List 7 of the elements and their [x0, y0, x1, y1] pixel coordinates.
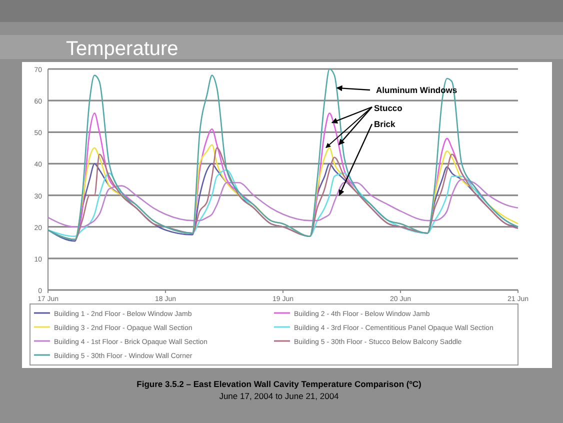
line-series	[47, 68, 519, 240]
annotation: Brick	[374, 119, 396, 129]
line-series	[47, 178, 519, 228]
annotation: Stucco	[374, 103, 402, 113]
text: June 17, 2004 to June 21, 2004	[219, 391, 340, 401]
caption: Figure 3.5.2 – East Elevation Wall Cavity Temperature Comparison (ºC)	[136, 379, 422, 389]
chart-title: Temperature	[66, 38, 178, 60]
